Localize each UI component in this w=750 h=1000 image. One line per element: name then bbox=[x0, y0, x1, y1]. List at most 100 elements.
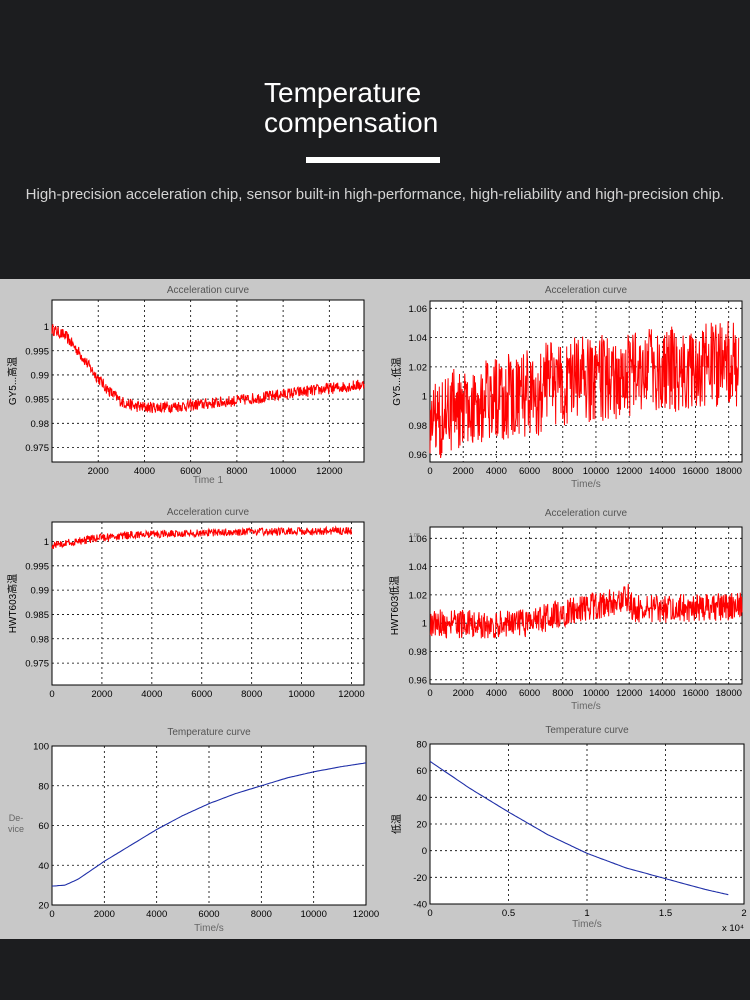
y-tick-label: 0.995 bbox=[25, 561, 49, 572]
title-line-1: Temperature bbox=[264, 77, 422, 108]
y-tick-label: 0.96 bbox=[409, 675, 428, 686]
series-line bbox=[429, 760, 729, 896]
x-tick-label: 10000 bbox=[583, 466, 609, 477]
x-tick-label: 4000 bbox=[486, 466, 507, 477]
x-tick-label: 18000 bbox=[716, 466, 742, 477]
y-tick-label: 80 bbox=[38, 781, 49, 792]
x-tick-label: 12000 bbox=[338, 689, 364, 700]
x-tick-label: 6000 bbox=[180, 466, 201, 477]
y-axis-label: GY5...低温 bbox=[390, 357, 403, 405]
x-tick-label: 1 bbox=[584, 908, 589, 919]
x-tick-label: 1.5 bbox=[659, 908, 672, 919]
x-tick-label: 12000 bbox=[316, 466, 342, 477]
plot-area bbox=[51, 521, 365, 686]
y-axis-label: HWT603低温 bbox=[388, 576, 401, 635]
y-tick-label: 0.995 bbox=[25, 346, 49, 357]
y-tick-label: 1.06 bbox=[409, 304, 428, 315]
y-tick-label: 1.04 bbox=[409, 562, 428, 573]
y-axis-label: De- bbox=[9, 813, 24, 823]
x-tick-label: 0 bbox=[427, 908, 432, 919]
y-tick-label: 0.985 bbox=[25, 395, 49, 406]
x-tick-label: 10000 bbox=[300, 909, 326, 920]
y-tick-label: 1 bbox=[422, 392, 427, 403]
x-tick-label: 12000 bbox=[616, 688, 642, 699]
chart-title: Acceleration curve bbox=[545, 285, 628, 296]
y-tick-label: 40 bbox=[416, 793, 427, 804]
y-tick-label: 0 bbox=[422, 846, 427, 857]
x-tick-label: 8000 bbox=[251, 909, 272, 920]
x-axis-label: Time 1 bbox=[193, 475, 224, 486]
x-tick-label: 8000 bbox=[552, 466, 573, 477]
y-tick-label: 0.98 bbox=[409, 421, 428, 432]
x-tick-label: 4000 bbox=[146, 909, 167, 920]
y-tick-label: 1.06 bbox=[409, 534, 428, 545]
y-tick-label: 60 bbox=[416, 766, 427, 777]
chart-title: Temperature curve bbox=[545, 725, 629, 736]
x-tick-label: 8000 bbox=[552, 688, 573, 699]
x-tick-label: 4000 bbox=[486, 688, 507, 699]
y-tick-label: 0.975 bbox=[25, 443, 49, 454]
x-tick-label: 2000 bbox=[94, 909, 115, 920]
charts-svg: 2000 4000 6000 8000 10000 120000.9750.980.985… bbox=[6, 285, 747, 934]
y-tick-label: 20 bbox=[38, 901, 49, 912]
y-tick-label: 0.99 bbox=[31, 586, 50, 597]
page-title: Temperature compensation bbox=[264, 78, 438, 138]
y-tick-label: 40 bbox=[38, 861, 49, 872]
y-axis-label: HWT603高温 bbox=[6, 574, 19, 633]
x-tick-label: 6000 bbox=[519, 688, 540, 699]
y-tick-label: 0.98 bbox=[31, 419, 50, 430]
y-tick-label: 80 bbox=[416, 740, 427, 751]
chart-2: 0 2000 4000 6000 8000 10000 12000 14000 16000 180… bbox=[390, 285, 743, 490]
page-subtitle: High-precision acceleration chip, sensor… bbox=[25, 186, 725, 203]
x-tick-label: 6000 bbox=[198, 909, 219, 920]
bottom-band bbox=[0, 939, 750, 1000]
y-tick-label: 0.985 bbox=[25, 610, 49, 621]
series-line bbox=[429, 321, 740, 459]
x-tick-label: 8000 bbox=[241, 689, 262, 700]
y-tick-label: 1.02 bbox=[409, 590, 428, 601]
y-tick-label: 0.98 bbox=[409, 647, 428, 658]
chart-5: 0 2000 4000 6000 8000 10000 12000 20 40 60 80 100 Te… bbox=[8, 727, 379, 934]
x-tick-label: 4000 bbox=[141, 689, 162, 700]
x-tick-label: 2000 bbox=[88, 466, 109, 477]
y-tick-label: 20 bbox=[416, 820, 427, 831]
x-tick-label: 16000 bbox=[682, 688, 708, 699]
series-line bbox=[51, 762, 367, 887]
x-axis-label: Time/s bbox=[571, 701, 601, 712]
y-axis-label: vice bbox=[8, 824, 24, 834]
y-tick-label: 0.975 bbox=[25, 659, 49, 670]
x-tick-label: 2000 bbox=[453, 466, 474, 477]
x-tick-label: 10000 bbox=[288, 689, 314, 700]
x-tick-label: 12000 bbox=[353, 909, 379, 920]
x-axis-label: Time/s bbox=[572, 919, 602, 930]
title-line-2: compensation bbox=[264, 107, 439, 138]
series-line bbox=[429, 583, 743, 639]
y-tick-label: 1.02 bbox=[409, 362, 428, 373]
x-axis-multiplier: x 10⁴ bbox=[722, 923, 744, 934]
y-tick-label: 1 bbox=[44, 537, 49, 548]
x-tick-label: 0 bbox=[427, 688, 432, 699]
x-tick-label: 10000 bbox=[270, 466, 296, 477]
x-tick-label: 0 bbox=[49, 689, 54, 700]
y-axis-label: GY5...高温 bbox=[6, 357, 19, 405]
x-tick-label: 10000 bbox=[583, 688, 609, 699]
x-tick-label: 2 bbox=[741, 908, 746, 919]
chart-6: 0 0.5 1 1.5 2 -40 -20 0 20 40 60 80 Temperature curv… bbox=[390, 725, 747, 934]
chart-1: 2000 4000 6000 8000 10000 12000 0.975 0.98 0.985… bbox=[6, 285, 365, 486]
x-tick-label: 2000 bbox=[453, 688, 474, 699]
x-tick-label: 18000 bbox=[716, 688, 742, 699]
chart-title: Acceleration curve bbox=[167, 285, 250, 296]
x-tick-label: 4000 bbox=[134, 466, 155, 477]
x-tick-label: 16000 bbox=[682, 466, 708, 477]
x-tick-label: 12000 bbox=[616, 466, 642, 477]
series-line bbox=[51, 324, 365, 414]
x-tick-label: 0 bbox=[427, 466, 432, 477]
chart-4: 0 2000 4000 6000 8000 10000 12000 14000 16000 180… bbox=[388, 508, 743, 712]
title-underline bbox=[306, 157, 440, 163]
y-axis-label: 低温 bbox=[390, 814, 403, 834]
x-tick-label: 0.5 bbox=[502, 908, 515, 919]
x-axis-label: Time/s bbox=[194, 923, 224, 934]
y-tick-label: 1.04 bbox=[409, 333, 428, 344]
chart-annotation: 1.06 bbox=[409, 533, 420, 539]
x-tick-label: 6000 bbox=[519, 466, 540, 477]
